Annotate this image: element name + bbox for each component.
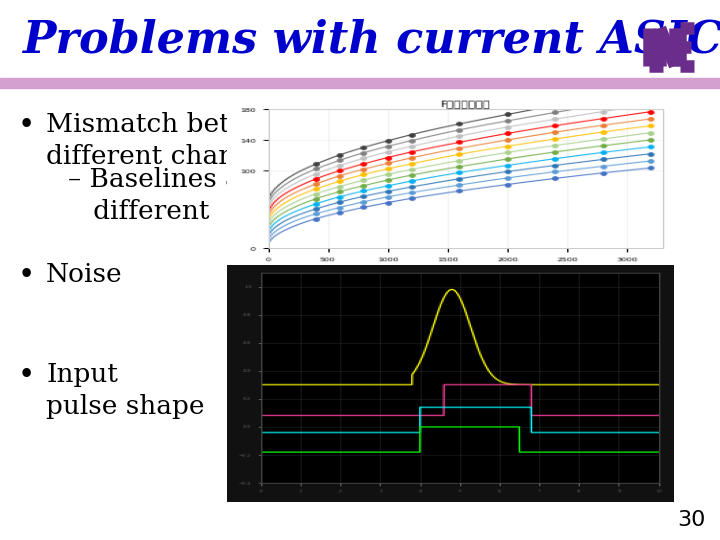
Bar xyxy=(0,78,720,88)
Text: Noise: Noise xyxy=(46,262,122,287)
Text: 30: 30 xyxy=(678,510,706,530)
Text: Input
pulse shape: Input pulse shape xyxy=(46,362,204,419)
Text: •: • xyxy=(18,112,35,140)
Text: Mismatch between
different channels: Mismatch between different channels xyxy=(46,112,300,169)
Bar xyxy=(0,0,720,80)
Text: •: • xyxy=(18,362,35,390)
Text: •: • xyxy=(18,262,35,290)
Text: Problems with current ASIC: Problems with current ASIC xyxy=(22,18,720,62)
Text: – Baselines are
   different: – Baselines are different xyxy=(68,167,269,224)
